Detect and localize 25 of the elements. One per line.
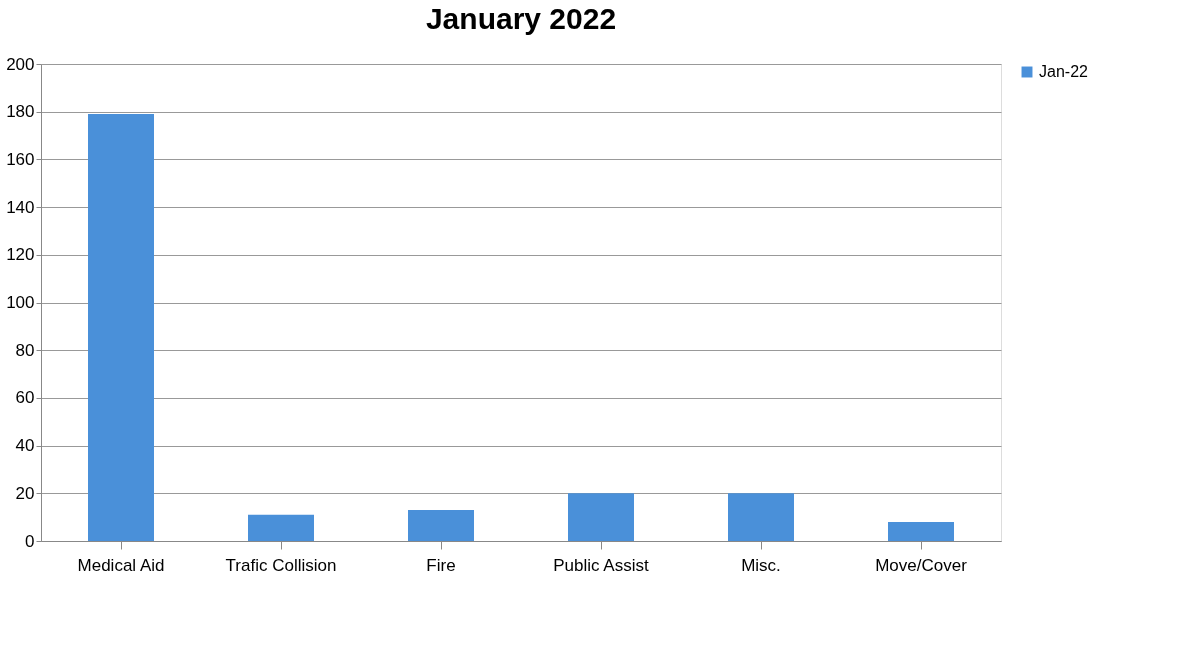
- x-tick-label: Medical Aid: [77, 555, 165, 575]
- y-tick-label: 140: [6, 197, 35, 217]
- x-tick-label: Misc.: [741, 555, 781, 575]
- y-tick-label: 120: [6, 245, 35, 265]
- x-tick-label: Fire: [426, 555, 456, 575]
- y-tick-label: 20: [15, 483, 35, 503]
- y-tick-label: 60: [15, 388, 35, 408]
- bar: [728, 493, 794, 541]
- y-tick-label: 200: [6, 54, 35, 74]
- y-tick-label: 180: [6, 102, 35, 122]
- y-tick-label: 80: [15, 340, 35, 360]
- x-tick-label: Public Assist: [553, 555, 649, 575]
- bar: [248, 514, 314, 541]
- y-tick-label: 160: [6, 149, 35, 169]
- bar: [568, 493, 634, 541]
- bar: [88, 114, 154, 541]
- bar: [888, 521, 954, 541]
- y-tick-label: 0: [25, 531, 35, 551]
- bar: [408, 510, 474, 541]
- legend-label: Jan-22: [1039, 63, 1089, 80]
- x-tick-label: Trafic Collision: [225, 555, 337, 575]
- chart-title: January 2022: [425, 2, 617, 35]
- x-tick-label: Move/Cover: [875, 555, 968, 575]
- y-tick-label: 100: [6, 293, 35, 312]
- y-tick-label: 40: [15, 436, 35, 456]
